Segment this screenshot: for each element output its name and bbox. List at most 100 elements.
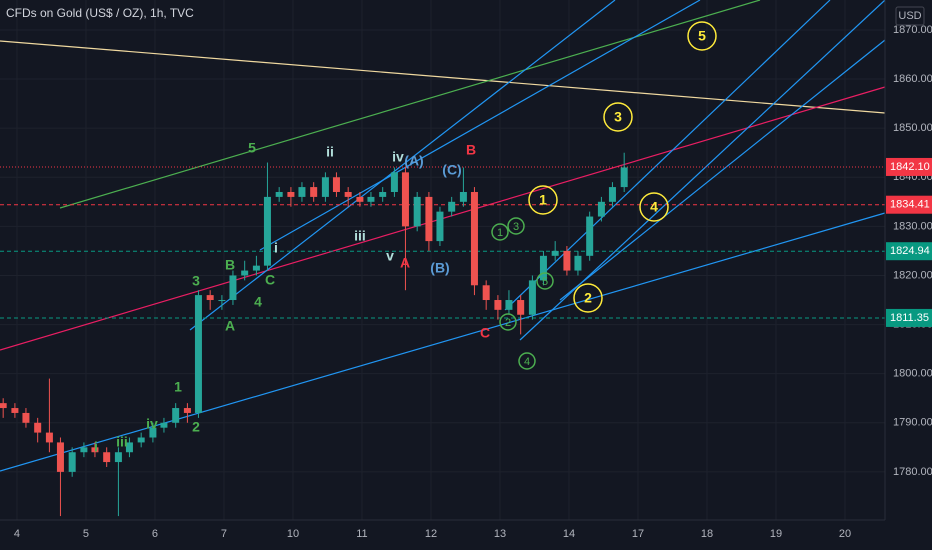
x-tick-label: 5 [83,528,89,540]
x-tick-label: 7 [221,528,227,540]
candle-body [252,265,260,271]
price-label-box [886,242,932,261]
price-lines [0,166,885,319]
chart-title: CFDs on Gold (US$ / OZ), 1h, TVC [6,6,194,20]
annotation-circle [639,192,669,222]
price-label-box [886,157,932,176]
annotation: 1 [497,227,503,239]
annotation: v [386,248,394,264]
annotation: 4 [650,199,658,215]
candle-body [321,177,329,197]
annotation-circle [518,352,536,370]
x-tick-label: 6 [152,528,158,540]
candle-body [68,452,76,472]
y-tick-label: 1860.00 [893,73,932,85]
candle-body [563,250,571,271]
y-tick-label: 1850.00 [893,122,932,134]
candle-body [586,216,594,256]
annotation: 5 [698,28,706,44]
candle-body [608,187,616,202]
annotation: 4 [254,294,262,310]
annotation-circle [499,313,517,331]
annotation: A [400,255,410,271]
y-tick-label: 1870.00 [893,24,932,36]
price-label: 1824.94 [890,245,930,257]
trend-line [59,0,761,209]
candle-body [517,300,525,315]
candle-body [459,191,467,202]
annotation: i [274,240,278,256]
x-tick-label: 11 [356,528,367,540]
candle-body [11,408,19,413]
x-tick-label: 13 [494,528,506,540]
trend-lines [0,0,886,472]
annotation: iii [354,228,366,244]
trend-line [504,0,831,311]
candle-body [56,442,64,472]
candle-body [229,275,237,301]
y-tick-label: 1800.00 [893,368,932,380]
candle-body [263,196,271,266]
candle-body [241,270,249,276]
annotation-circle [687,21,717,51]
candle-body [379,191,387,197]
annotation: 2 [584,290,592,306]
x-tick-label: 14 [563,528,575,540]
annotation: 5 [542,276,548,288]
candle-body [505,300,513,310]
candle-body [528,280,536,315]
annotation: B [225,257,235,273]
candle-body [137,437,145,443]
candle-body [436,211,444,242]
candles [0,152,628,517]
candle-body [149,427,157,438]
trend-line [189,0,616,331]
trend-line [0,40,886,114]
y-tick-label: 1820.00 [893,269,932,281]
annotation-circle [573,283,603,313]
annotation: 1 [174,379,182,395]
annotation: C [480,325,490,341]
candle-body [183,408,191,413]
candle-body [390,172,398,192]
price-label: 1811.35 [890,312,929,324]
x-tick-label: 18 [701,528,713,540]
price-label: 1842.10 [890,161,930,173]
candle-body [103,452,111,463]
x-tick-label: 19 [770,528,782,540]
price-label-box [886,195,932,214]
candle-body [125,442,133,453]
candle-body [172,408,180,423]
y-tick-label: 1830.00 [893,220,932,232]
currency-box [895,6,925,26]
annotation-circle [528,185,558,215]
candle-body [298,187,306,197]
x-tick-label: 4 [14,528,20,540]
annotation: ii [326,144,334,160]
candle-body [114,452,122,463]
candle-body [448,201,456,212]
candle-body [160,422,168,428]
currency: USD [898,10,921,22]
annotation: 3 [614,109,622,125]
candle-body [34,422,42,433]
trend-line [559,39,886,301]
candle-body [367,196,375,202]
y-tick-label: 1780.00 [893,466,932,478]
candle-body [470,191,478,286]
candle-body [425,196,433,242]
annotation: 3 [513,221,519,233]
annotation: 2 [192,419,200,435]
candle-body [310,187,318,197]
annotation-circle [507,217,525,235]
candle-body [482,285,490,301]
candle-body [574,255,582,271]
annotation: B [466,142,476,158]
candle-body [287,191,295,197]
candle-body [206,295,214,301]
axes: 1780.001790.001800.001810.001820.001830.… [14,24,932,540]
candle-body [45,432,53,443]
candle-body [356,196,364,202]
annotation: 4 [524,356,530,368]
